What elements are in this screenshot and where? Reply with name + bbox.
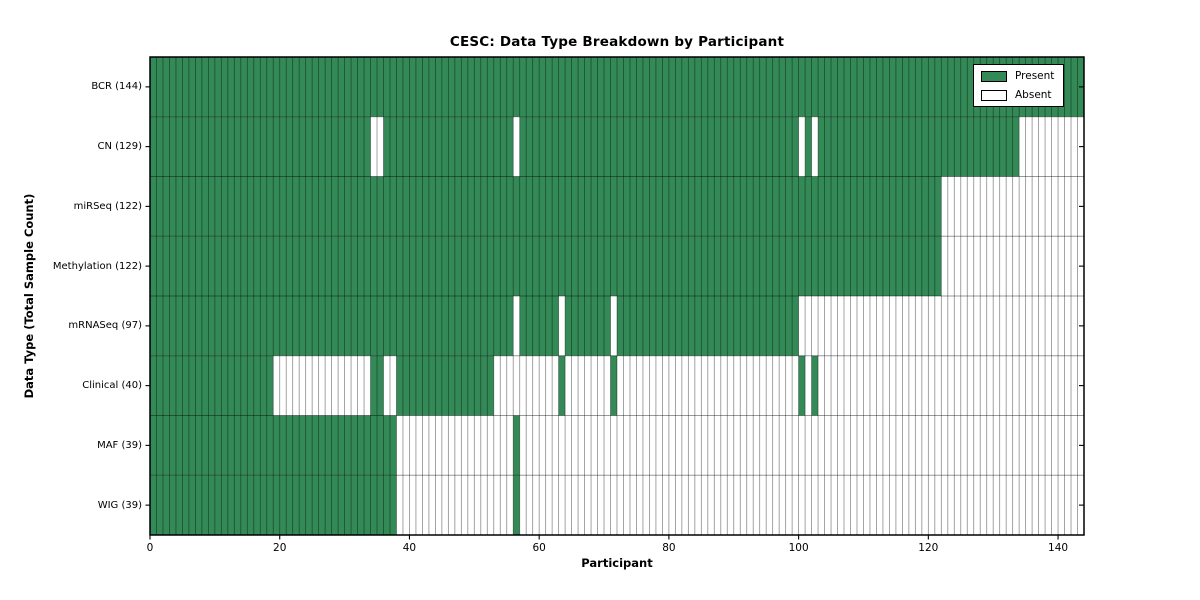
legend-swatch-absent-icon <box>981 89 1007 101</box>
x-tick-label-140: 140 <box>1048 542 1069 554</box>
x-tick-label-0: 0 <box>146 542 154 554</box>
row-label-bcr: BCR (144) <box>91 81 142 93</box>
legend-swatch-present-icon <box>981 70 1007 82</box>
row-label-maf: MAF (39) <box>97 439 142 451</box>
x-tick-label-100: 100 <box>788 542 809 554</box>
x-tick-label-40: 40 <box>402 542 417 554</box>
legend-label-present: Present <box>1015 70 1055 82</box>
row-label-methylation: Methylation (122) <box>52 260 142 272</box>
row-label-clinical: Clinical (40) <box>82 380 142 392</box>
legend-entry-absent: Absent <box>981 89 1054 101</box>
row-label-wig: WIG (39) <box>97 499 142 511</box>
legend-label-absent: Absent <box>1015 89 1052 101</box>
x-tick-label-60: 60 <box>532 542 546 554</box>
legend: Present Absent <box>973 64 1065 107</box>
row-label-cn: CN (129) <box>97 141 142 153</box>
x-axis-label: Participant <box>581 556 653 570</box>
x-tick-label-20: 20 <box>273 542 287 554</box>
row-label-mrnaseq: mRNASeq (97) <box>68 320 142 332</box>
chart-title: CESC: Data Type Breakdown by Participant <box>449 34 785 50</box>
x-tick-label-120: 120 <box>918 542 939 554</box>
row-label-mirseq: miRSeq (122) <box>73 200 142 212</box>
x-tick-label-80: 80 <box>662 542 676 554</box>
legend-entry-present: Present <box>981 70 1054 82</box>
